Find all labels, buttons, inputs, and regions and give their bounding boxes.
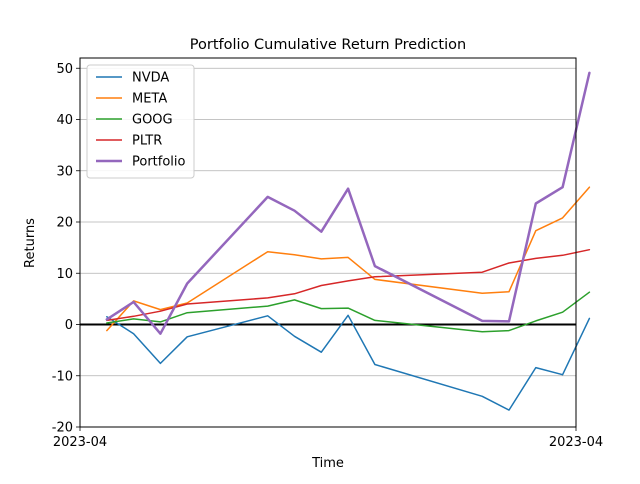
legend-label: GOOG [132,113,173,128]
series-lines [105,71,591,411]
x-tick-label: 2023-04 [53,435,107,450]
y-ticks: -20 -10 0 10 20 30 40 50 [52,62,80,436]
y-tick-label: 10 [56,267,73,282]
y-tick-label: -10 [52,369,73,384]
axes-frame [79,57,577,428]
series-line-nvda [106,314,591,411]
y-tick-label: 30 [56,164,73,179]
legend-label: PLTR [132,134,162,149]
y-tick-label: -20 [52,421,73,436]
legend-label: META [132,92,167,107]
x-ticks: 2023-04 2023-04 [53,427,603,450]
y-tick-label: 50 [56,62,73,77]
series-line-portfolio [105,71,591,335]
chart-title: Portfolio Cumulative Return Prediction [190,37,466,53]
series-line-goog [106,291,591,333]
y-axis-label: Returns [23,218,38,268]
legend: NVDA META GOOG PLTR Portfolio [86,64,195,179]
series-line-meta [106,186,591,332]
x-axis-label: Time [311,456,344,471]
y-tick-label: 40 [56,113,73,128]
y-tick-label: 0 [65,318,73,333]
legend-box [86,64,195,179]
legend-label: Portfolio [132,155,186,170]
x-tick-label: 2023-04 [549,435,603,450]
legend-label: NVDA [132,71,169,86]
y-tick-label: 20 [56,216,73,231]
series-line-pltr [106,248,591,322]
